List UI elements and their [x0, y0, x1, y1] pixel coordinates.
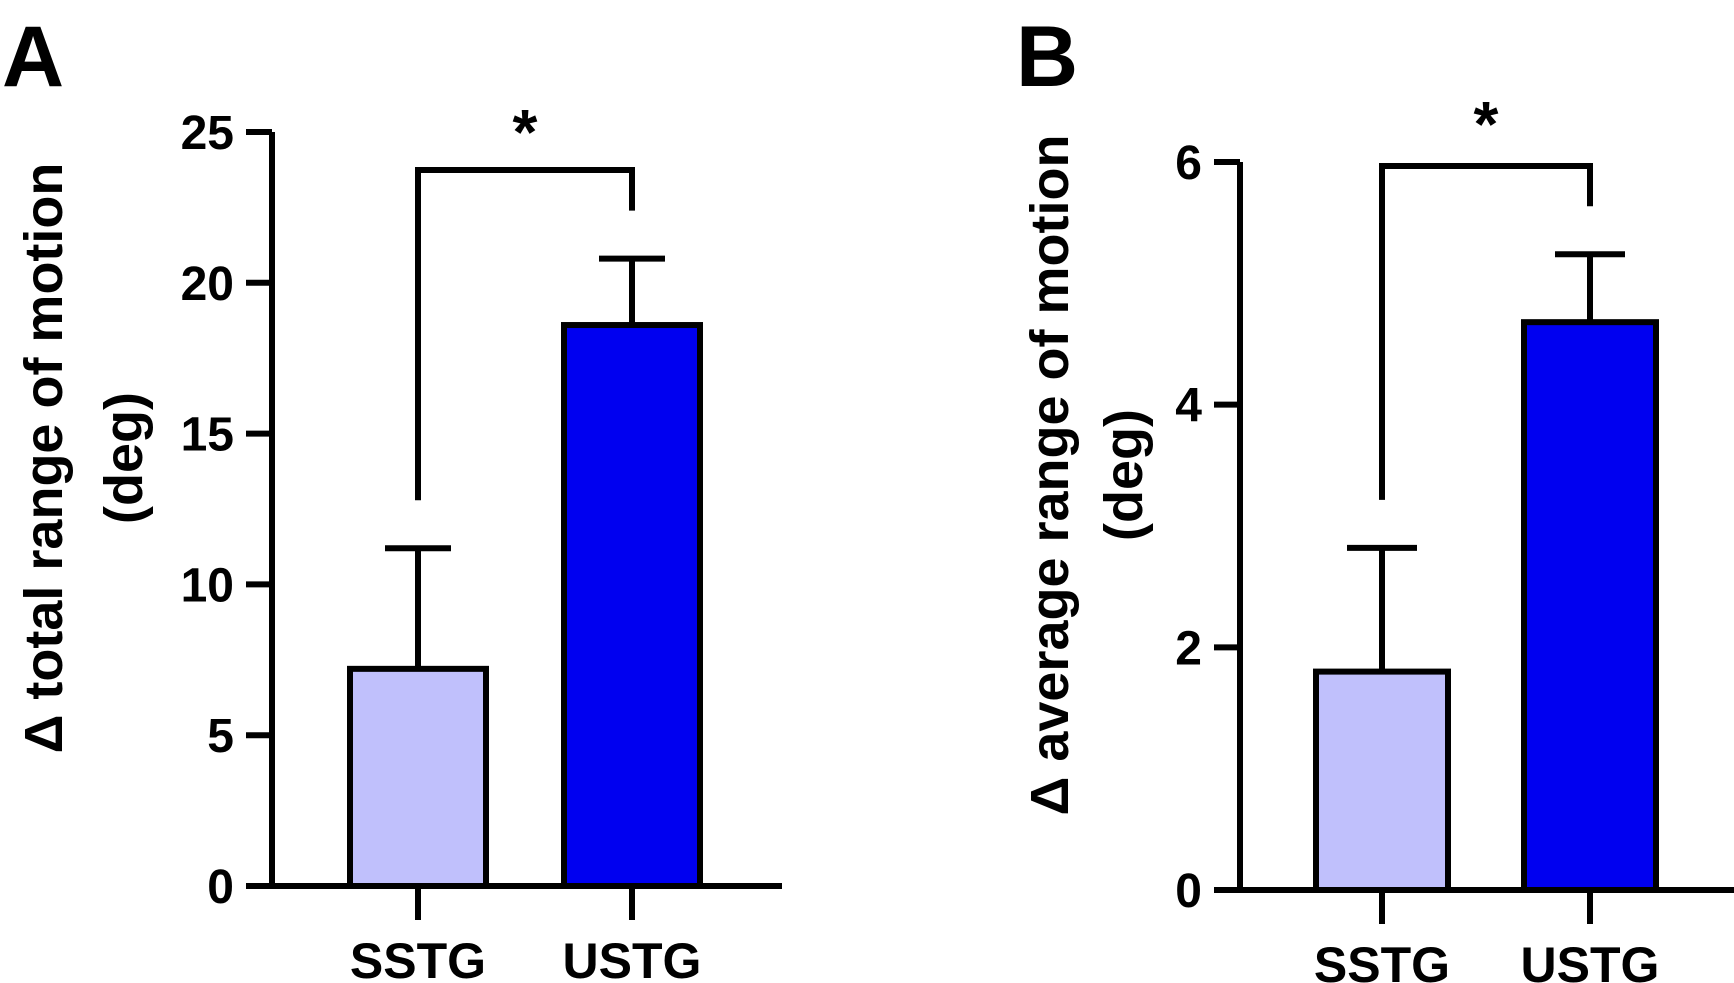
- significance-bracket: [415, 167, 635, 501]
- panel-a-letter: A: [2, 9, 64, 105]
- panel-b-plot: 0 2 4 6 SSTG USTG *: [1175, 88, 1734, 983]
- panel-a: A Δ total range of motion (deg) 0 5 10 15 20…: [2, 9, 782, 983]
- x-tick-label: USTG: [563, 933, 702, 983]
- y-tick-label: 5: [207, 710, 234, 763]
- y-tick-label: 25: [181, 107, 234, 160]
- bar-ustg: [1521, 319, 1659, 894]
- y-tick-label: 15: [181, 409, 234, 462]
- panel-a-ylabel-unit: (deg): [94, 392, 154, 524]
- bar-ustg: [561, 322, 703, 889]
- panel-b-ylabel-unit: (deg): [1094, 409, 1154, 541]
- panel-a-ylabel: Δ total range of motion: [14, 163, 74, 754]
- bar-sstg: [347, 665, 489, 890]
- y-tick-label: 0: [1175, 865, 1202, 918]
- y-tick-label: 6: [1175, 137, 1202, 190]
- significance-marker: *: [513, 96, 538, 168]
- panel-b-ylabel: Δ average range of motion: [1020, 135, 1080, 816]
- y-tick-label: 2: [1175, 622, 1202, 675]
- x-tick-label: SSTG: [1314, 937, 1450, 983]
- panel-b: B Δ average range of motion (deg) 0 2 4 6 SS…: [1016, 9, 1734, 983]
- bar-sstg: [1313, 668, 1451, 893]
- x-tick-label: SSTG: [350, 933, 486, 983]
- panel-b-letter: B: [1016, 9, 1078, 105]
- y-tick-label: 20: [181, 258, 234, 311]
- y-tick-label: 10: [181, 559, 234, 612]
- significance-marker: *: [1474, 88, 1499, 160]
- x-tick-label: USTG: [1521, 937, 1660, 983]
- significance-bracket: [1379, 163, 1593, 500]
- panel-a-plot: 0 5 10 15 20 25 SSTG USTG *: [181, 96, 782, 983]
- y-tick-label: 0: [207, 861, 234, 914]
- y-tick-label: 4: [1175, 380, 1202, 433]
